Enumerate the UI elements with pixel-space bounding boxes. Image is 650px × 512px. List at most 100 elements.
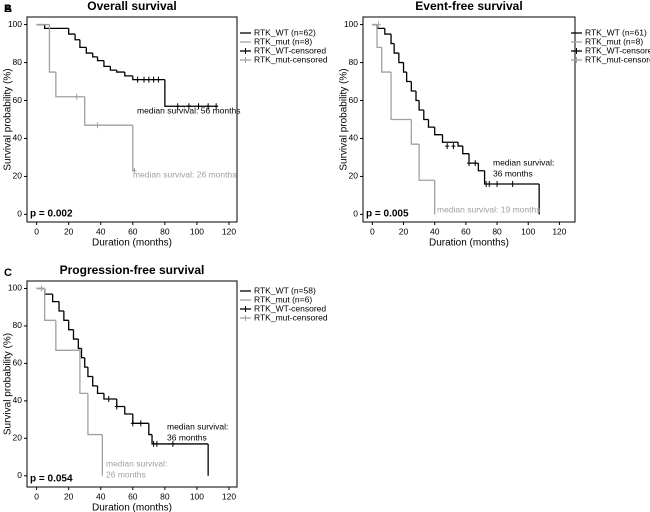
plot-frame [26, 280, 238, 488]
survival-step [68, 28, 76, 35]
survival-step [103, 393, 117, 400]
survival-step [79, 39, 87, 49]
x-tick-label: 0 [370, 226, 375, 236]
censor-mark [473, 160, 478, 167]
survival-step [124, 406, 133, 415]
y-axis-label: Survival probability (%) [3, 333, 14, 435]
survival-step [87, 393, 103, 436]
legend-label: RTK_mut-censored [585, 54, 650, 64]
plot-frame [362, 16, 576, 223]
survival-step [72, 329, 79, 340]
survival-step [63, 310, 69, 321]
survival-step [109, 66, 117, 71]
survival-step [96, 56, 104, 62]
y-tick-label: 100 [8, 283, 22, 293]
panel-label: B [4, 3, 12, 15]
p-value: p = 0.054 [30, 474, 73, 485]
survival-step [96, 385, 104, 395]
survival-step [415, 91, 420, 102]
x-tick-label: 100 [190, 491, 204, 501]
y-tick-label: 20 [13, 433, 23, 443]
x-tick-label: 80 [492, 226, 502, 236]
survival-step [80, 348, 85, 359]
median-annotation: 26 months [106, 469, 146, 479]
censor-mark [138, 420, 143, 427]
legend-label: RTK_WT-censored [254, 303, 326, 313]
censor-mark [186, 103, 191, 110]
legend-label: RTK_mut (n=6) [254, 294, 312, 304]
survival-step [77, 339, 82, 350]
y-tick-label: 20 [349, 171, 359, 181]
survival-step [84, 96, 133, 126]
legend-label: RTK_WT (n=58) [254, 285, 316, 295]
survival-step [87, 367, 93, 378]
survival-step [393, 43, 399, 54]
survival-step [418, 100, 424, 111]
y-tick-label: 60 [13, 358, 23, 368]
survival-step [85, 47, 93, 54]
survival-step [410, 81, 416, 92]
survival-step [434, 127, 443, 136]
survival-step [68, 320, 74, 331]
median-annotation: 36 months [493, 168, 533, 178]
survival-step [427, 119, 435, 128]
y-tick-label: 0 [17, 470, 22, 480]
x-tick-label: 20 [64, 491, 74, 501]
survival-step [74, 34, 80, 41]
censor-mark [146, 76, 151, 83]
censor-mark [214, 103, 219, 110]
p-value: p = 0.005 [366, 209, 409, 220]
survival-step [58, 301, 64, 312]
survival-step [84, 357, 88, 368]
censor-mark [170, 440, 175, 447]
survival-step [468, 153, 479, 164]
panel-label: C [4, 267, 12, 279]
censor-mark [106, 395, 111, 402]
censor-mark [445, 143, 450, 150]
y-tick-label: 40 [13, 133, 23, 143]
survival-step [43, 288, 53, 295]
chart-title: Overall survival [87, 0, 176, 13]
median-annotation: median survival: 56 months [137, 105, 240, 115]
x-tick-label: 40 [430, 226, 440, 236]
survival-step [410, 119, 420, 145]
survival-step [116, 398, 125, 408]
survival-step [457, 142, 463, 147]
legend-label: RTK_mut-censored [254, 312, 328, 322]
x-tick-label: 120 [552, 226, 566, 236]
median-annotation: median survival: 26 months [133, 169, 236, 179]
x-axis-label: Duration (months) [92, 238, 172, 249]
x-tick-label: 120 [222, 226, 236, 236]
censor-mark [114, 403, 119, 410]
x-tick-label: 100 [521, 226, 535, 236]
censor-mark [39, 285, 44, 292]
plot-frame [26, 16, 238, 223]
survival-step [79, 350, 88, 395]
censor-mark [151, 76, 156, 83]
y-tick-label: 40 [349, 133, 359, 143]
survival-step [462, 146, 469, 155]
p-value: p = 0.002 [30, 209, 73, 220]
y-tick-label: 20 [13, 171, 23, 181]
censor-mark [510, 181, 515, 188]
survival-step [477, 163, 485, 172]
survival-step [376, 24, 382, 49]
survival-step [43, 288, 56, 321]
survival-step [398, 53, 404, 64]
y-tick-label: 80 [349, 57, 359, 67]
panel-label: A [4, 3, 12, 15]
legend-label: RTK_WT-censored [254, 45, 326, 55]
chart-title: Event-free survival [415, 0, 522, 13]
y-tick-label: 80 [13, 57, 23, 67]
median-annotation: median survival: [167, 421, 228, 431]
survival-step [92, 376, 98, 387]
censor-mark [74, 93, 79, 100]
survival-step [48, 24, 56, 73]
censor-mark [467, 160, 471, 167]
median-annotation: 36 months [167, 432, 207, 442]
y-axis-label: Survival probability (%) [3, 68, 14, 170]
x-tick-label: 80 [160, 491, 170, 501]
legend-label: RTK_mut (n=8) [254, 36, 312, 46]
censor-mark [135, 76, 140, 83]
x-tick-label: 80 [160, 226, 170, 236]
